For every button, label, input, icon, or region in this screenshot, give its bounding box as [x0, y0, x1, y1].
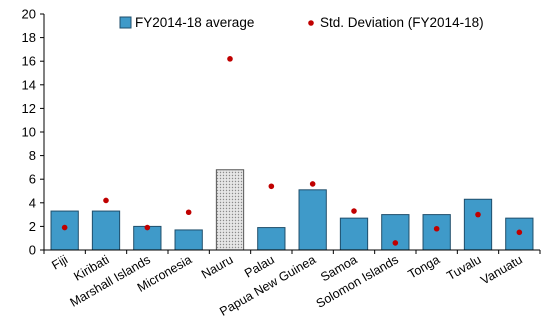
bar-samoa	[339, 217, 369, 251]
bar-fiji	[50, 210, 79, 251]
bar-tonga	[422, 214, 451, 251]
std-dev-points	[61, 56, 523, 246]
bars	[50, 169, 534, 251]
x-category-label: Vanuatu	[478, 252, 525, 287]
legend: FY2014-18 average Std. Deviation (FY2014-…	[119, 15, 484, 30]
std-dev-point-fiji	[61, 224, 68, 231]
y-tick-label: 10	[22, 125, 36, 140]
y-tick-label: 18	[22, 30, 36, 45]
std-dev-point-vanuatu	[516, 229, 523, 236]
y-tick-label: 0	[29, 243, 36, 258]
std-dev-point-tonga	[433, 225, 440, 232]
x-category-label: Tonga	[406, 252, 443, 281]
y-tick-label: 16	[22, 54, 36, 69]
std-dev-point-micronesia	[185, 209, 192, 216]
legend-point-swatch	[308, 20, 314, 26]
y-tick-label: 6	[29, 172, 36, 187]
std-dev-point-marshall-islands	[144, 224, 151, 231]
std-dev-point-nauru	[227, 56, 233, 62]
std-dev-point-tuvalu	[475, 211, 481, 218]
x-category-label: Fiji	[49, 252, 70, 272]
y-tick-label: 14	[22, 77, 36, 92]
std-dev-point-solomon-islands	[392, 240, 399, 246]
y-tick-label: 2	[29, 219, 36, 234]
y-tick-label: 4	[29, 195, 36, 210]
std-dev-point-kiribati	[103, 197, 109, 204]
legend-bar-swatch	[119, 16, 132, 29]
legend-point-label: Std. Deviation (FY2014-18)	[320, 15, 484, 30]
x-category-label: Nauru	[199, 252, 236, 281]
x-category-label: Tuvalu	[444, 252, 483, 283]
std-dev-point-papua-new-guinea	[309, 181, 316, 187]
legend-bar-label: FY2014-18 average	[135, 15, 254, 30]
y-axis: 0 2 4 6 8 10 12 14 16 18 20	[22, 7, 45, 258]
bar-nauru	[215, 169, 245, 251]
y-tick-label: 12	[22, 101, 36, 116]
y-tick-label: 20	[22, 7, 36, 22]
bar-palau	[257, 227, 286, 251]
y-tick-label: 8	[29, 148, 36, 163]
std-dev-point-samoa	[351, 208, 357, 214]
bar-kiribati	[91, 210, 121, 251]
bar-papua-new-guinea	[298, 189, 327, 251]
bar-tuvalu	[463, 198, 493, 251]
bar-micronesia	[174, 229, 203, 251]
std-dev-point-palau	[268, 183, 275, 190]
